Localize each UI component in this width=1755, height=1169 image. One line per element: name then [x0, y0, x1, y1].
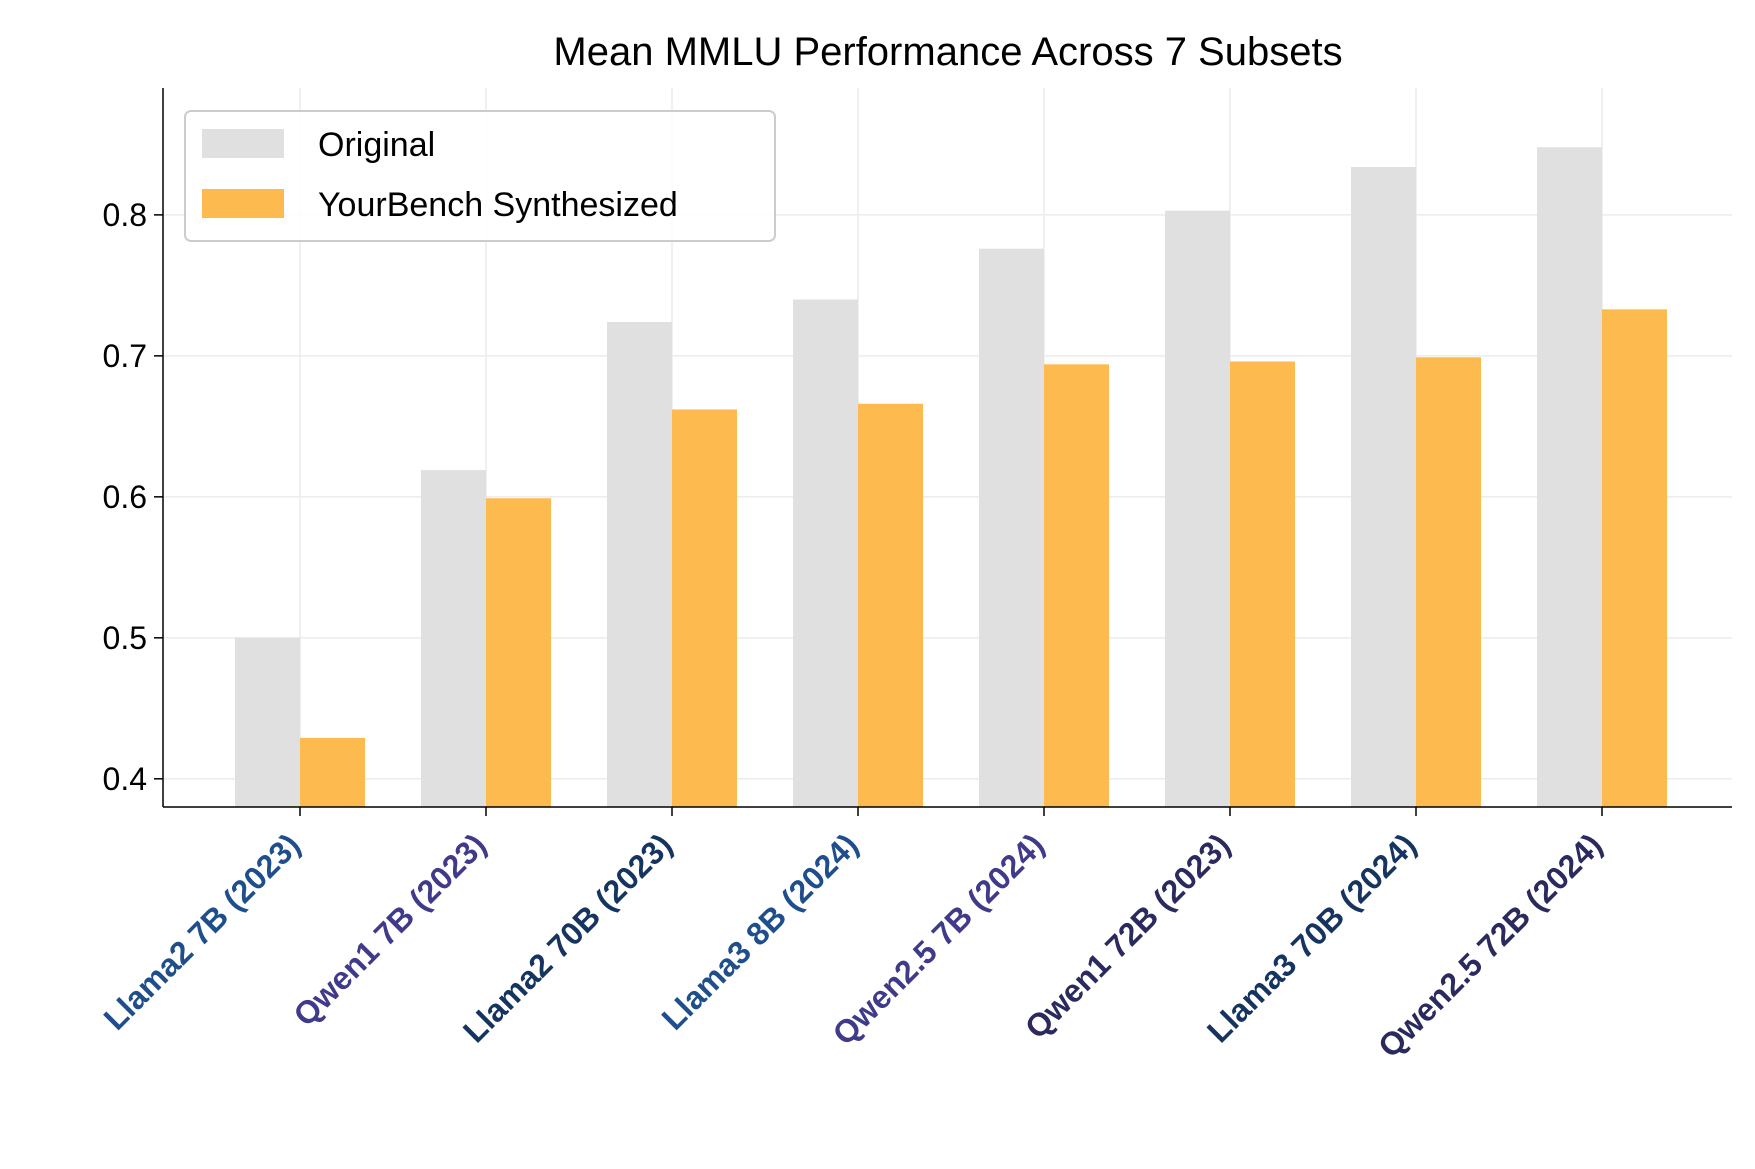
- legend: Original YourBench Synthesized: [184, 110, 776, 242]
- x-tick-label: Llama3 8B (2024): [655, 826, 865, 1036]
- bar-yourbench-5: [1230, 361, 1295, 807]
- bar-yourbench-1: [486, 498, 551, 807]
- x-tick-label: Llama2 7B (2023): [97, 826, 307, 1036]
- x-tick-label: Llama2 70B (2023): [456, 826, 679, 1049]
- bar-original-4: [979, 248, 1044, 807]
- chart-title: Mean MMLU Performance Across 7 Subsets: [553, 30, 1342, 74]
- bar-original-2: [607, 322, 672, 807]
- bar-yourbench-7: [1602, 309, 1667, 807]
- bar-original-0: [235, 637, 300, 807]
- axes: [154, 88, 1732, 816]
- y-tick-label: 0.4: [103, 761, 147, 797]
- y-tick-label: 0.6: [103, 479, 147, 515]
- bar-original-7: [1537, 147, 1602, 807]
- bar-yourbench-0: [300, 737, 365, 807]
- legend-swatch-yourbench: [202, 189, 284, 218]
- y-tick-label: 0.7: [103, 338, 147, 374]
- bars: [235, 147, 1667, 807]
- bar-original-3: [793, 299, 858, 807]
- legend-label: YourBench Synthesized: [318, 186, 678, 224]
- bar-yourbench-2: [672, 409, 737, 807]
- legend-label: Original: [318, 126, 435, 164]
- bar-original-6: [1351, 166, 1416, 807]
- bar-yourbench-4: [1044, 364, 1109, 807]
- bar-yourbench-3: [858, 403, 923, 807]
- bar-original-1: [421, 470, 486, 807]
- x-tick-label: Qwen2.5 7B (2024): [826, 826, 1051, 1051]
- legend-box: [184, 110, 776, 242]
- x-tick-label: Qwen1 7B (2023): [286, 826, 493, 1033]
- y-tick-label: 0.5: [103, 620, 147, 656]
- bar-yourbench-6: [1416, 357, 1481, 807]
- legend-swatch-original: [202, 129, 284, 158]
- y-tick-label: 0.8: [103, 197, 147, 233]
- x-tick-label: Qwen1 72B (2023): [1018, 826, 1237, 1045]
- bar-original-5: [1165, 210, 1230, 807]
- x-tick-label: Llama3 70B (2024): [1200, 826, 1423, 1049]
